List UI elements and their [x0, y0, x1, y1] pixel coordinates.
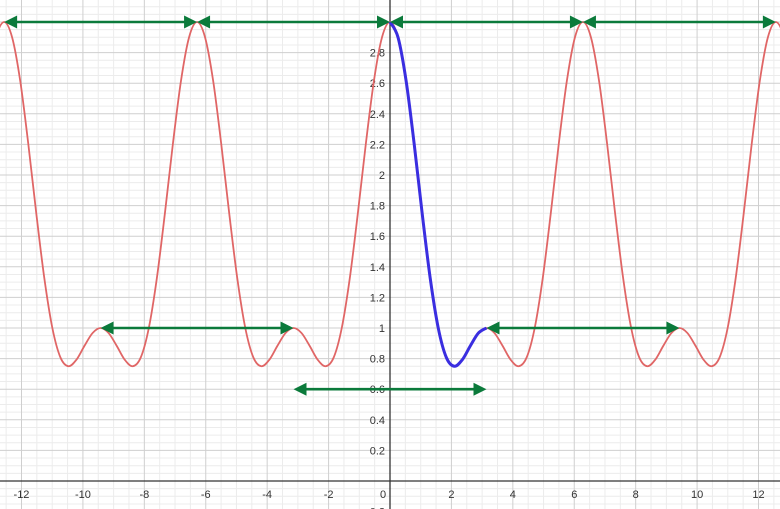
double-arrow — [4, 15, 198, 29]
x-tick-label: 8 — [633, 489, 639, 501]
y-tick-label: 2.4 — [370, 109, 385, 121]
y-tick-label: 0.2 — [370, 445, 385, 457]
x-tick-label: 10 — [691, 489, 703, 501]
x-tick-label: -8 — [139, 489, 149, 501]
y-tick-label: 1.2 — [370, 292, 385, 304]
y-tick-label: 2 — [379, 170, 385, 182]
arrowhead-left-icon — [582, 15, 596, 29]
arrowhead-right-icon — [377, 15, 390, 29]
y-tick-label: 1.6 — [370, 231, 385, 243]
y-tick-label: 0.8 — [370, 354, 385, 366]
x-tick-label: 2 — [448, 489, 454, 501]
x-tick-label: 12 — [752, 489, 764, 501]
arrowhead-left-icon — [293, 382, 307, 396]
arrowhead-right-icon — [473, 382, 487, 396]
double-arrow — [582, 15, 776, 29]
double-arrow — [197, 15, 390, 29]
double-arrow — [293, 382, 487, 396]
y-tick-label: 1.8 — [370, 201, 385, 213]
x-tick-label: -6 — [201, 489, 211, 501]
x-tick-label: -10 — [75, 489, 91, 501]
x-tick-label: -12 — [14, 489, 30, 501]
highlighted-curve — [388, 21, 488, 368]
y-tick-label: -0.2 — [366, 507, 385, 509]
x-tick-label: 6 — [571, 489, 577, 501]
arrowhead-right-icon — [666, 321, 680, 335]
tick-labels: -12-10-8-6-4-20246810120.20.40.60.811.21… — [14, 48, 765, 509]
x-tick-label: 4 — [510, 489, 516, 501]
x-tick-label: -4 — [262, 489, 272, 501]
arrowhead-left-icon — [100, 321, 114, 335]
y-tick-label: 1 — [379, 323, 385, 335]
arrowhead-right-icon — [280, 321, 294, 335]
arrows — [4, 15, 776, 396]
x-tick-label: 0 — [380, 489, 386, 501]
double-arrow — [100, 321, 294, 335]
y-tick-label: 2.2 — [370, 139, 385, 151]
arrowhead-right-icon — [184, 15, 198, 29]
arrowhead-right-icon — [762, 15, 776, 29]
y-tick-label: 2.8 — [370, 48, 385, 60]
y-tick-label: 0.4 — [370, 415, 385, 427]
double-arrow — [486, 321, 680, 335]
arrowhead-left-icon — [486, 321, 500, 335]
arrowhead-left-icon — [390, 15, 403, 29]
arrowhead-left-icon — [197, 15, 211, 29]
arrowhead-left-icon — [4, 15, 18, 29]
y-tick-label: 1.4 — [370, 262, 385, 274]
arrowhead-right-icon — [569, 15, 583, 29]
x-tick-label: -2 — [324, 489, 334, 501]
double-arrow — [390, 15, 583, 29]
